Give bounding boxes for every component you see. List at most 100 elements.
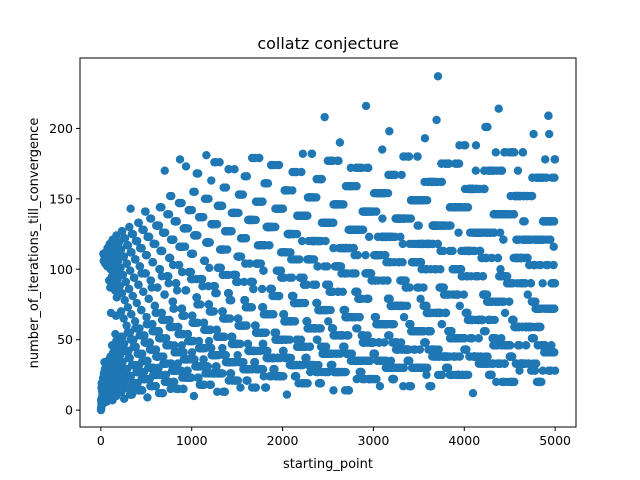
data-point [122,259,132,268]
data-point [202,150,211,160]
data-point [160,290,169,299]
data-point [324,280,334,289]
data-point [549,217,559,226]
data-point [151,381,161,391]
data-point [175,155,185,164]
data-point [495,228,505,237]
data-point [474,334,483,343]
data-point [117,289,127,298]
data-point [422,370,431,380]
data-point [119,339,129,349]
data-point [177,198,186,208]
data-point [544,111,553,120]
data-point [181,162,191,171]
data-point [497,334,506,343]
data-point [206,380,216,389]
data-point [509,210,519,219]
data-point [148,258,158,267]
data-point [423,363,432,373]
data-point [538,366,547,375]
data-point [212,289,221,298]
data-point [340,305,350,315]
data-point [116,245,126,254]
data-point [227,296,236,305]
data-point [439,283,449,292]
data-point [115,281,124,291]
data-point [131,342,140,351]
data-point [285,335,294,344]
data-point [527,191,537,201]
data-point [437,177,447,187]
data-point [179,348,188,357]
data-point [183,224,193,233]
data-point [506,341,515,350]
data-point [515,341,524,350]
data-point [165,253,175,263]
data-point [437,370,447,380]
data-point [471,141,481,150]
data-point [355,312,364,322]
data-point [415,345,425,354]
data-point [321,236,330,246]
data-point [541,155,550,164]
data-point [363,331,372,340]
data-point [463,203,473,212]
data-point [404,152,414,161]
data-point [396,232,405,242]
data-point [143,393,152,402]
data-point [233,277,243,287]
data-point [157,203,166,212]
data-point [396,338,406,347]
data-point [505,297,514,306]
data-point [513,166,523,175]
data-point [189,391,199,401]
data-point [433,72,443,81]
data-point [199,355,208,364]
data-point [549,260,558,270]
data-point [144,232,154,242]
scatter-points [96,72,560,415]
data-point [212,219,222,229]
data-point [233,376,242,385]
data-point [475,246,485,256]
data-point [170,341,179,350]
data-point [162,334,171,343]
data-point [261,383,271,392]
data-point [550,304,559,313]
data-point [132,298,141,308]
data-point [352,181,361,191]
data-point [419,283,428,292]
data-point [220,332,229,342]
data-point [371,312,381,322]
data-point [120,296,129,305]
data-point [144,294,153,304]
data-point [380,338,389,347]
data-point [193,169,203,178]
data-point [531,297,540,306]
data-point [378,214,387,223]
data-point [180,242,190,251]
data-point [399,381,408,391]
data-point [286,248,295,257]
data-point [164,210,174,219]
data-point [274,160,284,170]
data-point [441,308,451,318]
data-point [118,270,128,280]
data-point [531,359,541,368]
data-point [383,276,392,285]
data-point [146,276,156,285]
data-point [119,252,129,261]
data-point [305,342,315,351]
data-point [174,260,184,270]
data-point [169,377,179,387]
data-point [204,194,213,204]
data-point [137,305,146,315]
data-point [194,373,203,382]
data-point [341,367,350,377]
data-point [549,242,558,251]
data-point [140,331,149,340]
data-point [326,305,335,315]
data-point [200,256,210,266]
data-point [176,366,186,375]
data-point [329,218,338,227]
